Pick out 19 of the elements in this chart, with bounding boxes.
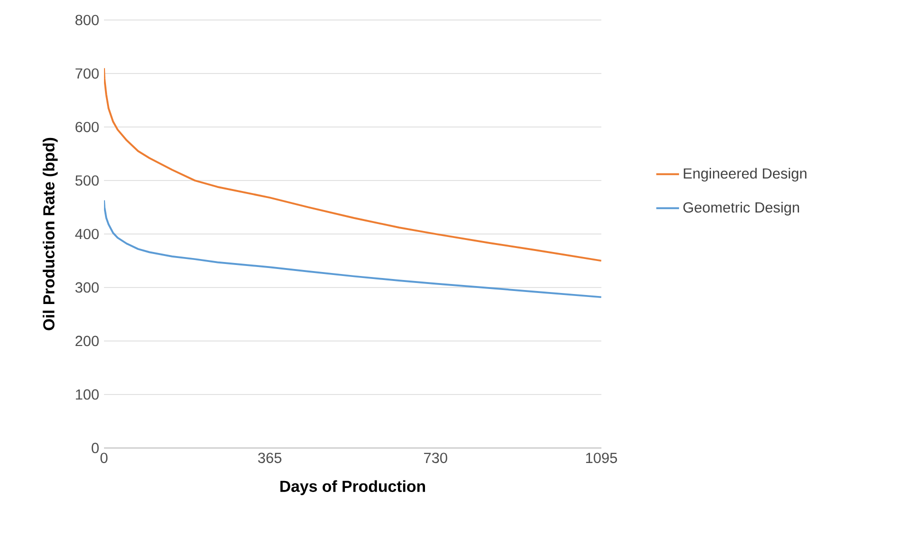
y-tick-label: 0 <box>92 442 99 454</box>
line-series <box>104 199 602 298</box>
y-tick-label: 600 <box>76 122 99 132</box>
y-tick-label: 200 <box>76 336 99 346</box>
x-tick-label: 1095 <box>586 452 618 464</box>
legend-label: Engineered Design <box>684 168 806 182</box>
y-tick-label: 100 <box>76 389 99 400</box>
line-series <box>104 67 602 262</box>
legend-label: Geometric Design <box>683 202 800 216</box>
y-tick-label: 700 <box>76 68 99 79</box>
y-tick-label: 400 <box>75 228 99 240</box>
x-tick-label: 730 <box>424 452 448 464</box>
y-tick-label: 800 <box>75 14 99 26</box>
y-tick-label: 300 <box>75 282 99 293</box>
x-tick-label: 365 <box>258 452 282 464</box>
x-axis-title: Days of Production <box>280 480 426 496</box>
x-tick-label: 0 <box>100 452 108 464</box>
y-tick-label: 500 <box>75 175 99 186</box>
y-axis-title: Oil Production Rate (bpd) <box>42 138 58 330</box>
